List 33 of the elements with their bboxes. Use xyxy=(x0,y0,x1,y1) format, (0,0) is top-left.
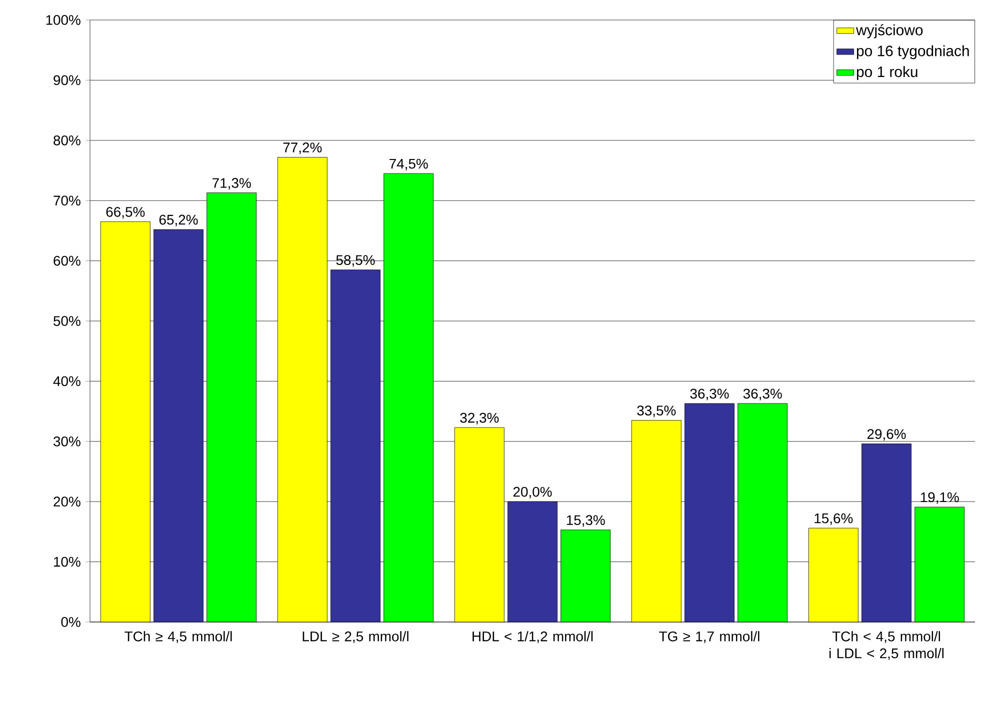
data-label: 15,3% xyxy=(566,515,605,527)
legend-label: po 1 roku xyxy=(856,66,918,80)
y-tick-label: 60% xyxy=(54,256,80,266)
x-tick-label: TCh ≥ 4,5 mmol/l xyxy=(124,631,232,643)
data-label: 71,3% xyxy=(212,178,251,190)
y-tick-label: 50% xyxy=(54,316,80,326)
legend-label: wyjściowo xyxy=(856,24,923,38)
data-label: 65,2% xyxy=(159,214,198,226)
data-label: 29,6% xyxy=(867,429,906,441)
x-tick-label: TCh < 4,5 mmol/l i LDL < 2,5 mmol/l xyxy=(830,631,944,660)
y-tick-label: 40% xyxy=(53,376,80,386)
data-label: 33,5% xyxy=(637,406,676,418)
y-tick-label: 30% xyxy=(54,436,80,446)
data-label: 36,3% xyxy=(690,388,729,400)
y-tick-label: 10% xyxy=(54,556,80,567)
data-label: 20,0% xyxy=(513,486,552,498)
y-tick-label: 100% xyxy=(46,15,80,25)
data-label: 19,1% xyxy=(920,492,959,504)
y-tick-label: 0% xyxy=(61,617,80,627)
data-label: 32,3% xyxy=(460,412,499,424)
data-label: 15,6% xyxy=(814,513,853,525)
data-label: 77,2% xyxy=(283,142,322,154)
legend-label: po 16 tygodniach xyxy=(856,45,969,60)
y-tick-label: 90% xyxy=(54,75,80,86)
data-label: 74,5% xyxy=(390,158,428,170)
x-tick-label: HDL < 1/1,2 mmol/l xyxy=(472,631,593,643)
y-tick-label: 70% xyxy=(54,196,80,206)
x-tick-label: TG ≥ 1,7 mmol/l xyxy=(659,631,760,643)
data-label: 36,3% xyxy=(743,388,782,400)
y-tick-label: 80% xyxy=(54,135,80,146)
data-label: 66,5% xyxy=(106,206,145,218)
x-tick-label: LDL ≥ 2,5 mmol/l xyxy=(302,631,408,643)
y-tick-label: 20% xyxy=(54,496,80,507)
